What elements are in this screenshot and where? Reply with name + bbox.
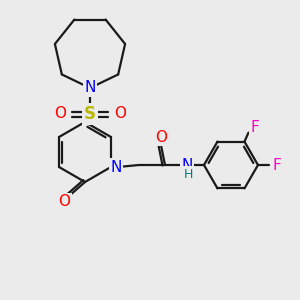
Text: F: F: [250, 120, 259, 135]
Text: H: H: [183, 167, 193, 181]
Text: N: N: [181, 158, 193, 172]
Text: N: N: [110, 160, 122, 175]
Text: N: N: [84, 80, 96, 95]
Text: S: S: [84, 105, 96, 123]
Text: O: O: [114, 106, 126, 122]
Text: F: F: [273, 158, 281, 172]
Text: O: O: [58, 194, 70, 209]
Text: O: O: [54, 106, 66, 122]
Text: O: O: [155, 130, 167, 145]
